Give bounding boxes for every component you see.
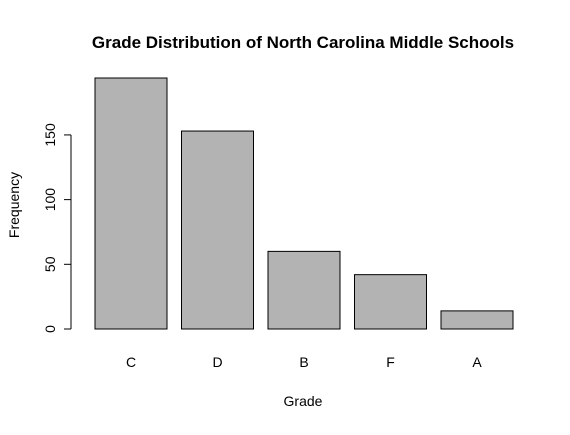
x-tick-label-a: A (472, 354, 482, 370)
bar-a (440, 310, 514, 330)
x-tick-label-d: D (212, 354, 222, 370)
y-tick-label-50: 50 (42, 256, 58, 272)
bar-f (354, 274, 427, 330)
chart-title: Grade Distribution of North Carolina Mid… (92, 33, 514, 52)
bar-b (267, 250, 341, 330)
x-tick-label-b: B (299, 354, 308, 370)
y-axis: 0 50 100 150 (42, 123, 72, 333)
y-axis-label: Frequency (6, 172, 22, 238)
bars-group (94, 77, 514, 330)
y-tick-label-100: 100 (42, 188, 58, 212)
x-tick-label-f: F (386, 354, 395, 370)
bar-d (181, 130, 254, 330)
y-tick-label-150: 150 (42, 123, 58, 147)
x-tick-label-c: C (126, 354, 136, 370)
x-axis-label: Grade (284, 393, 323, 409)
bar-c (94, 77, 168, 330)
y-tick-label-0: 0 (42, 325, 58, 333)
